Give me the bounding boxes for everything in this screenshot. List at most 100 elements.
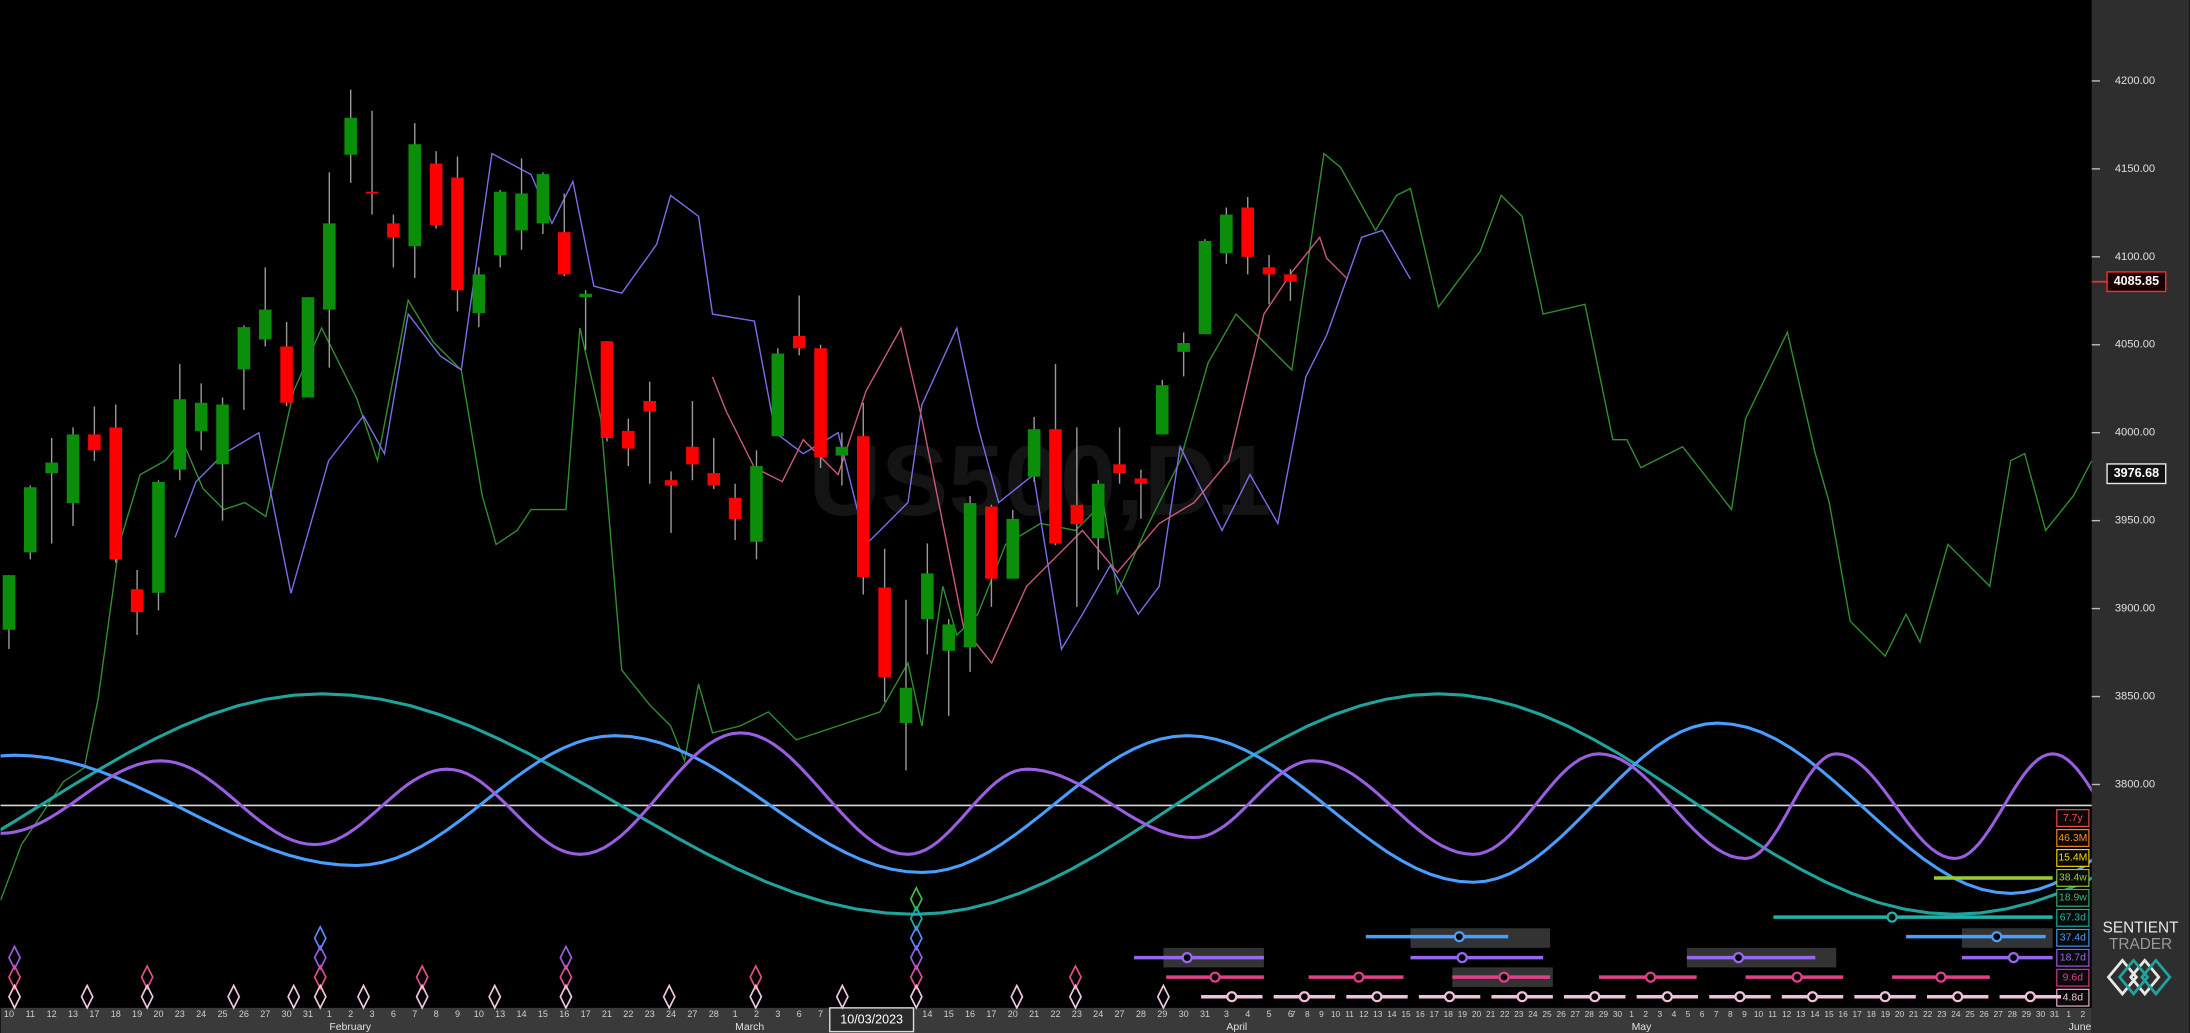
- candle-body: [1241, 207, 1254, 257]
- x-tick-label: 18: [111, 1009, 121, 1019]
- x-tick-label: 2: [754, 1009, 759, 1019]
- x-tick-label: 29: [1157, 1009, 1167, 1019]
- phase-dot: [1453, 931, 1465, 943]
- cycle-label: 67.3d: [2060, 913, 2086, 924]
- x-tick-label: 18: [1867, 1009, 1877, 1019]
- phase-diamond: [909, 905, 923, 932]
- phase-dot: [1371, 991, 1383, 1003]
- phase-dot: [1226, 991, 1238, 1003]
- x-tick-label: 17: [89, 1009, 99, 1019]
- phase-dot: [1732, 952, 1745, 964]
- cycle-label-box: [2056, 908, 2090, 927]
- x-tick-label: 28: [1136, 1009, 1146, 1019]
- x-tick-label: 16: [1415, 1009, 1425, 1019]
- candle-body: [45, 462, 58, 474]
- x-tick-label: 12: [1782, 1009, 1792, 1019]
- x-tick-label: 19: [1881, 1009, 1891, 1019]
- x-tick-label: 25: [1965, 1009, 1975, 1019]
- cycle-label: 7.7y: [2063, 813, 2084, 824]
- candle-body: [2, 575, 16, 630]
- fld-projection: [174, 152, 1412, 652]
- x-tick-label: 28: [1585, 1009, 1595, 1019]
- composite-projection: [0, 152, 2092, 901]
- y-tick-label: 4200.00: [2115, 75, 2155, 87]
- month-label: April: [1226, 1022, 1247, 1033]
- candle-body: [622, 430, 635, 449]
- candle-body: [1156, 385, 1169, 435]
- x-tick-label: 19: [1458, 1009, 1468, 1019]
- x-tick-label: 14: [1387, 1009, 1397, 1019]
- phase-diamond: [1068, 964, 1082, 991]
- month-label: June: [2069, 1022, 2092, 1033]
- x-tick-label: 30: [282, 1009, 292, 1019]
- x-tick-label: 14: [516, 1009, 526, 1019]
- phase-dot: [1209, 971, 1221, 983]
- phase-dot: [1952, 991, 1964, 1003]
- candle-body: [1049, 429, 1062, 544]
- y-tick-label: 4050.00: [2115, 339, 2155, 351]
- cycle-label: 4.8d: [2063, 992, 2084, 1003]
- cursor-price: 3976.68: [2114, 466, 2159, 480]
- phase-diamond: [313, 944, 327, 971]
- cycle-wave: [0, 692, 2092, 916]
- x-tick-label: 22: [1050, 1009, 1060, 1019]
- y-tick-label: 3800.00: [2115, 778, 2155, 790]
- phase-dot: [1456, 952, 1468, 964]
- x-tick-label: 22: [623, 1009, 633, 1019]
- candle-body: [237, 327, 251, 370]
- x-tick-label: 7: [1291, 1009, 1296, 1019]
- x-tick-label: 23: [1072, 1009, 1082, 1019]
- candle-body: [664, 480, 678, 486]
- x-tick-label: 23: [1514, 1009, 1524, 1019]
- phase-diamond: [8, 944, 22, 971]
- x-tick-label: 16: [1838, 1009, 1848, 1019]
- phase-diamond: [559, 983, 573, 1010]
- phase-dot: [1734, 991, 1746, 1003]
- x-tick-label: 1: [327, 1009, 332, 1019]
- x-tick-label: 26: [239, 1009, 249, 1019]
- phase-diamond: [835, 983, 849, 1010]
- current-price: 4085.85: [2114, 274, 2159, 288]
- x-tick-label: 17: [1853, 1009, 1863, 1019]
- candle-body: [280, 346, 293, 403]
- phase-diamond: [357, 983, 371, 1010]
- x-tick-label: 23: [175, 1009, 185, 1019]
- phase-dot: [1443, 991, 1456, 1003]
- phase-diamond: [1068, 983, 1082, 1010]
- phase-diamond: [140, 983, 154, 1010]
- phase-dot: [1181, 952, 1193, 964]
- phase-diamond: [749, 964, 763, 991]
- brand-logo: [2106, 958, 2161, 997]
- phase-diamond: [140, 964, 154, 991]
- x-tick-label: 27: [260, 1009, 270, 1019]
- x-tick-label: 17: [1430, 1009, 1440, 1019]
- month-label: May: [1632, 1022, 1653, 1033]
- x-tick-label: 25: [217, 1009, 227, 1019]
- x-tick-label: 23: [645, 1009, 655, 1019]
- x-tick-label: 1: [2066, 1009, 2071, 1019]
- x-tick-label: 22: [1923, 1009, 1933, 1019]
- x-tick-label: 20: [1895, 1009, 1905, 1019]
- candle-body: [942, 624, 955, 651]
- candle-body: [1027, 429, 1041, 477]
- x-tick-label: 3: [1657, 1009, 1662, 1019]
- x-tick-label: 10: [1754, 1009, 1764, 1019]
- y-tick-label: 3950.00: [2115, 515, 2155, 527]
- phase-diamond: [488, 983, 502, 1010]
- phase-diamond: [559, 964, 573, 991]
- phase-dot: [1645, 971, 1657, 983]
- phase-diamond: [1156, 983, 1170, 1010]
- x-tick-label: 27: [1571, 1009, 1581, 1019]
- candle-body: [557, 232, 571, 275]
- candle-body: [216, 404, 229, 465]
- x-tick-label: 6: [797, 1009, 802, 1019]
- x-tick-label: 18: [1444, 1009, 1454, 1019]
- candle-body: [88, 434, 101, 451]
- x-tick-label: 15: [944, 1009, 954, 1019]
- x-tick-label: 20: [153, 1009, 163, 1019]
- phase-dot: [1661, 991, 1673, 1003]
- candle-body: [1070, 504, 1084, 525]
- x-tick-label: 10: [4, 1009, 14, 1019]
- phase-diamond: [8, 983, 22, 1010]
- x-tick-label: 13: [1373, 1009, 1383, 1019]
